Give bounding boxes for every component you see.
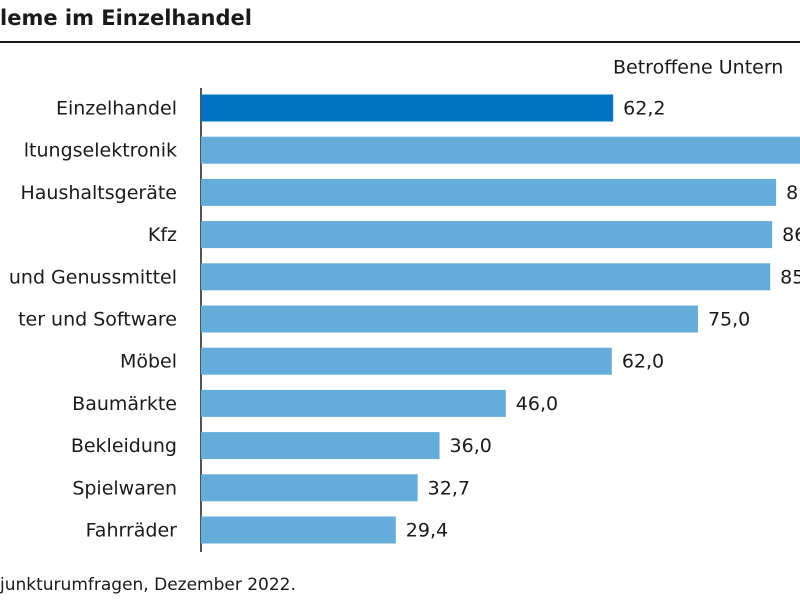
source-note: junkturumfragen, Dezember 2022. xyxy=(0,575,296,595)
bar xyxy=(201,432,440,460)
category-label: Spielwaren xyxy=(72,477,177,499)
category-label: Haushaltsgeräte xyxy=(20,182,177,204)
value-label: 32,7 xyxy=(428,477,470,499)
category-label: Fahrräder xyxy=(86,520,178,542)
value-label: 86 xyxy=(782,224,800,246)
bar xyxy=(201,389,506,417)
value-label: 75,0 xyxy=(708,309,750,331)
category-label: Baumärkte xyxy=(72,393,177,415)
bar xyxy=(201,305,698,333)
bar xyxy=(201,94,614,122)
category-label: ter und Software xyxy=(18,309,177,331)
bar xyxy=(201,474,418,502)
bar xyxy=(201,263,771,291)
category-label: Einzelhandel xyxy=(56,98,177,120)
value-label: 29,4 xyxy=(406,520,448,542)
bar xyxy=(201,178,777,206)
value-label: 62,2 xyxy=(623,98,665,120)
bar xyxy=(201,347,612,375)
value-label: 85 xyxy=(780,266,800,288)
chart-title: leme im Einzelhandel xyxy=(0,6,252,30)
value-label: 8 xyxy=(786,182,798,204)
bar xyxy=(201,516,396,544)
category-label: Möbel xyxy=(120,351,177,373)
bar xyxy=(201,136,800,164)
category-label: Bekleidung xyxy=(71,435,177,457)
value-label: 62,0 xyxy=(622,351,664,373)
bar xyxy=(201,221,773,249)
category-label: Kfz xyxy=(148,224,177,246)
value-label: 36,0 xyxy=(450,435,492,457)
value-label: 46,0 xyxy=(516,393,558,415)
chart-subtitle: Betroffene Untern xyxy=(613,57,783,79)
category-label: und Genussmittel xyxy=(9,266,177,288)
category-label: ltungselektronik xyxy=(24,140,177,162)
